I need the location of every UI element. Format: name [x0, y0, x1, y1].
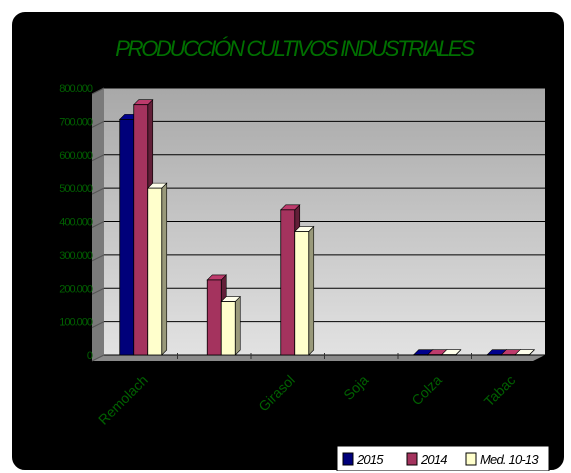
legend-swatch [406, 452, 418, 466]
gridline-side [91, 354, 105, 362]
gridline-side [91, 120, 105, 128]
y-tick-label: 300.000 [59, 250, 93, 262]
legend-label: Med. 10-13 [480, 452, 539, 467]
plot-floor [92, 355, 545, 361]
gridline-side [91, 321, 105, 329]
y-tick-label: 600.000 [59, 150, 93, 162]
bar-med-10-13-tabaco [514, 348, 535, 356]
gridline-side [91, 154, 105, 162]
y-tick-label: 0 [87, 350, 93, 362]
y-tick-label: 400.000 [59, 217, 93, 229]
gridline-side [91, 221, 105, 228]
legend-box [336, 445, 550, 471]
legend-label: 2015 [356, 452, 384, 467]
gridline-side [91, 87, 105, 95]
bar-med-10-13-algodón [220, 295, 241, 356]
legend-label: 2014 [420, 452, 447, 467]
y-tick-label: 200.000 [59, 283, 93, 295]
legend-item: 2015 [342, 452, 385, 467]
y-tick-label: 500.000 [59, 183, 93, 195]
gridline-side [91, 287, 105, 295]
gridline-side [91, 254, 105, 262]
bar-med-10-13-girasol [294, 225, 315, 356]
y-tick-label: 700.000 [59, 116, 93, 128]
bar-2014-algodón [206, 274, 227, 356]
chart-title: PRODUCCIÓN CULTIVOS INDUSTRIALES [115, 36, 475, 61]
legend-item: Med. 10-13 [465, 452, 540, 467]
gridline-side [91, 187, 105, 195]
y-tick-label: 100.000 [59, 317, 93, 329]
legend-item: 2014 [406, 452, 448, 467]
legend-swatch [342, 452, 354, 466]
bar-med-10-13-remolacha [147, 182, 168, 356]
bar-med-10-13-colza [441, 348, 462, 356]
legend-swatch [465, 452, 477, 466]
y-tick-label: 800.000 [59, 83, 93, 95]
